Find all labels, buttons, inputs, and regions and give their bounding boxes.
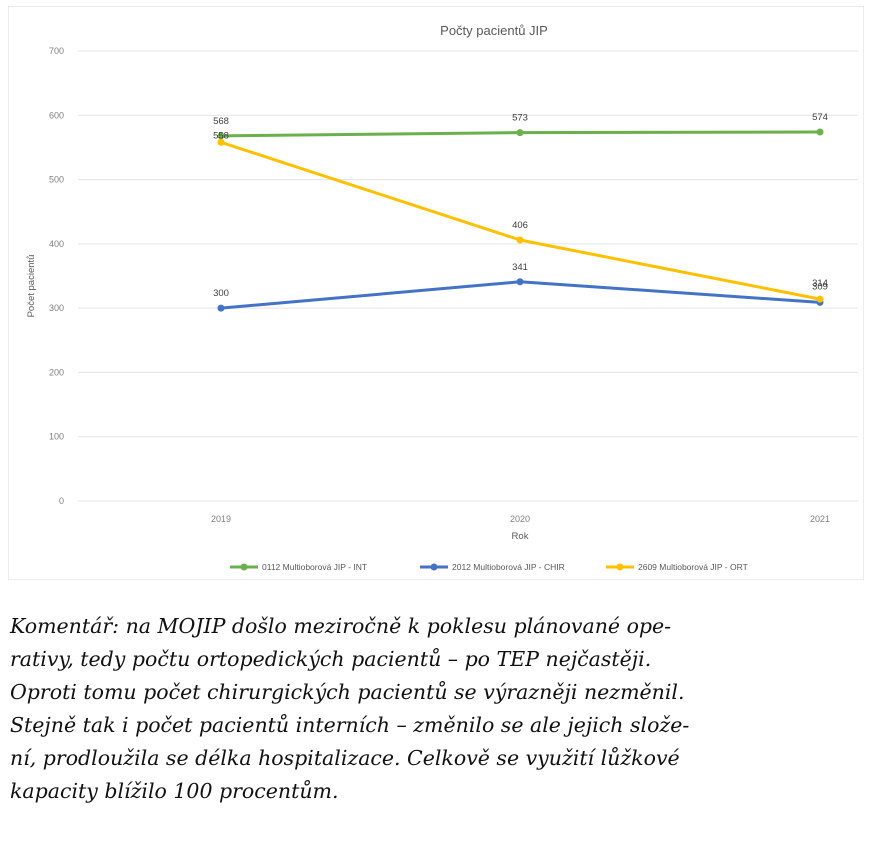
- legend-label: 2012 Multioborová JIP - CHIR: [452, 562, 565, 572]
- data-label: 300: [213, 288, 229, 299]
- data-point: [217, 138, 225, 146]
- y-axis-label: Počet pacientů: [26, 255, 37, 318]
- chart-container: Počty pacientů JIP 0 100 200 300 400 500 600 70…: [8, 6, 864, 580]
- legend-marker: [616, 563, 624, 571]
- data-point: [217, 132, 225, 140]
- comment-text: Komentář: na MOJIP došlo meziročně k pok…: [10, 610, 868, 808]
- x-axis-ticks: 2019 2020 2021: [211, 514, 830, 524]
- data-label: 309: [812, 281, 828, 292]
- x-tick-label: 2021: [810, 514, 830, 524]
- comment-line: Stejně tak i počet pacientů interních – …: [10, 713, 690, 737]
- comment-line: kapacity blížilo 100 procentům.: [10, 779, 339, 803]
- data-label: 341: [512, 262, 528, 273]
- y-tick-label: 100: [49, 432, 64, 442]
- comment-line: ní, prodloužila se délka hospitalizace. …: [10, 746, 680, 770]
- gridlines: [78, 50, 858, 502]
- legend-label: 2609 Multioborová JIP - ORT: [638, 562, 748, 572]
- x-tick-label: 2019: [211, 514, 231, 524]
- data-label: 314: [812, 278, 828, 289]
- y-tick-label: 500: [49, 175, 64, 185]
- y-tick-label: 300: [49, 303, 64, 313]
- comment-line: Komentář: na MOJIP došlo meziročně k pok…: [10, 614, 672, 638]
- data-label: 573: [512, 113, 528, 124]
- data-point: [816, 295, 824, 303]
- data-point: [217, 304, 225, 312]
- data-point: [516, 129, 524, 137]
- chart-title: Počty pacientů JIP: [440, 23, 548, 38]
- data-label: 568: [213, 116, 229, 127]
- x-tick-label: 2020: [510, 514, 530, 524]
- series-lines: [217, 128, 824, 312]
- y-tick-label: 200: [49, 367, 64, 377]
- legend-marker: [240, 563, 248, 571]
- data-point: [516, 278, 524, 286]
- data-label: 406: [512, 220, 528, 231]
- data-label: 574: [812, 112, 828, 123]
- y-tick-label: 400: [49, 239, 64, 249]
- y-tick-label: 700: [49, 46, 64, 56]
- data-point: [516, 236, 524, 244]
- data-label: 558: [213, 130, 229, 141]
- y-tick-label: 600: [49, 110, 64, 120]
- comment-line: Oproti tomu počet chirurgických pacientů…: [10, 680, 685, 704]
- chart-border: [8, 6, 864, 580]
- legend: 0112 Multioborová JIP - INT 2012 Multiobo…: [230, 562, 748, 572]
- line-chart: Počty pacientů JIP 0 100 200 300 400 500 600 70…: [8, 6, 864, 580]
- legend-marker: [430, 563, 438, 571]
- y-tick-label: 0: [59, 496, 64, 506]
- data-point: [816, 128, 824, 136]
- y-axis-ticks: 0 100 200 300 400 500 600 700: [49, 46, 64, 506]
- legend-label: 0112 Multioborová JIP - INT: [262, 562, 367, 572]
- comment-line: rativy, tedy počtu ortopedických pacient…: [10, 647, 652, 671]
- data-labels: 568 573 574 300 341 309 558 406 314: [213, 112, 828, 299]
- x-axis-label: Rok: [512, 531, 529, 542]
